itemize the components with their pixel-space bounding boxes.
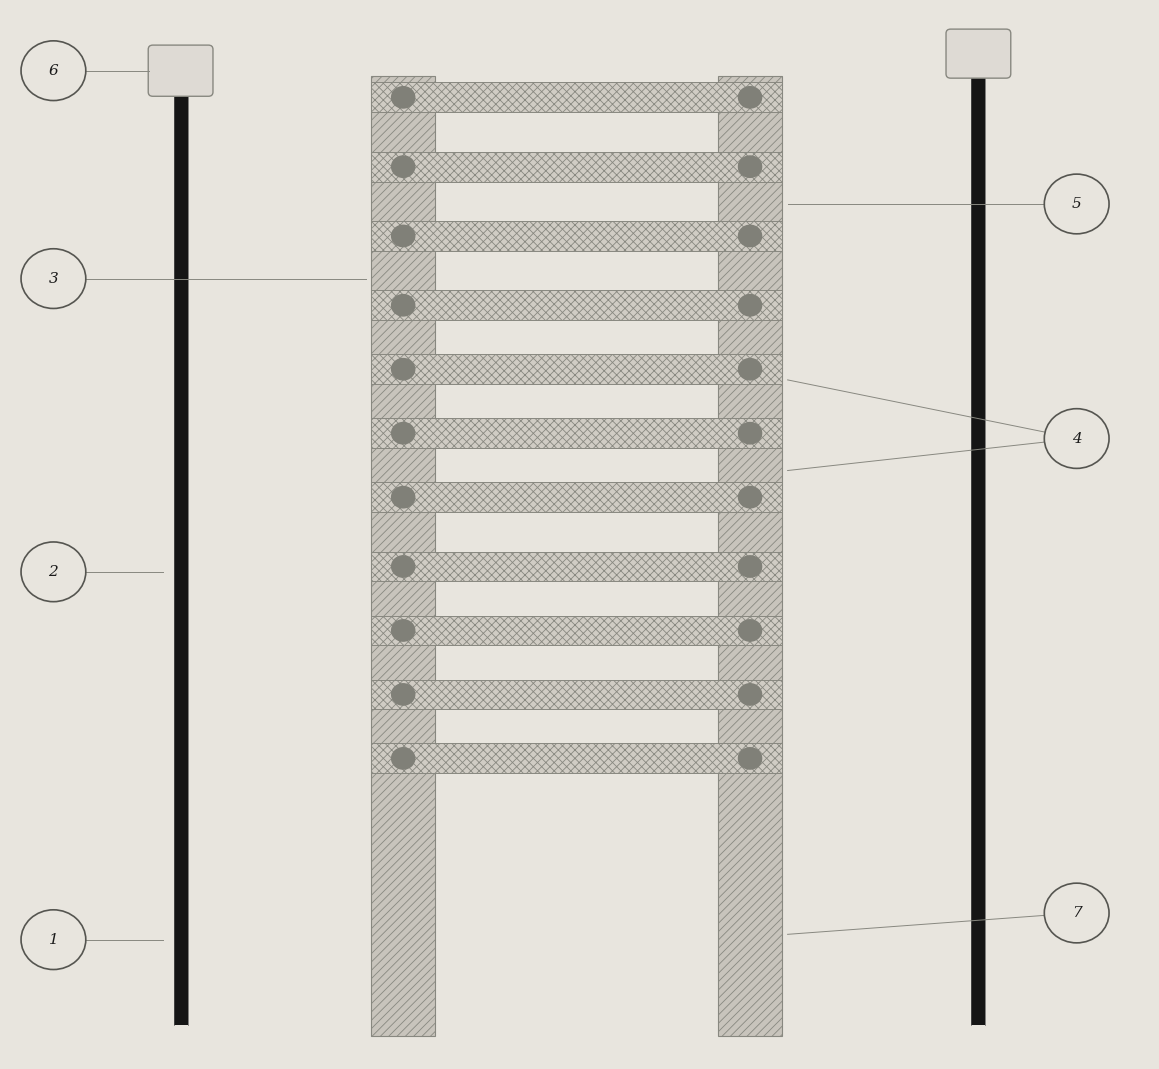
Circle shape bbox=[738, 226, 761, 247]
Circle shape bbox=[21, 41, 86, 100]
Text: 1: 1 bbox=[49, 932, 58, 947]
Bar bbox=[371, 152, 782, 182]
Circle shape bbox=[738, 422, 761, 444]
Text: 7: 7 bbox=[1072, 907, 1081, 920]
Circle shape bbox=[21, 910, 86, 970]
Text: 6: 6 bbox=[49, 64, 58, 78]
Circle shape bbox=[392, 684, 415, 706]
Circle shape bbox=[392, 620, 415, 641]
Circle shape bbox=[392, 358, 415, 379]
Bar bbox=[371, 552, 782, 582]
Bar bbox=[371, 291, 782, 321]
Bar bbox=[174, 92, 188, 1025]
Circle shape bbox=[738, 358, 761, 379]
Circle shape bbox=[392, 422, 415, 444]
Bar bbox=[719, 76, 782, 1036]
Circle shape bbox=[738, 747, 761, 769]
Circle shape bbox=[1044, 408, 1109, 468]
Bar bbox=[971, 74, 985, 1025]
Circle shape bbox=[1044, 883, 1109, 943]
Circle shape bbox=[392, 556, 415, 577]
Bar bbox=[371, 743, 782, 773]
Circle shape bbox=[738, 556, 761, 577]
Circle shape bbox=[738, 486, 761, 508]
Text: 5: 5 bbox=[1072, 197, 1081, 211]
Text: 3: 3 bbox=[49, 272, 58, 285]
Circle shape bbox=[392, 747, 415, 769]
Bar bbox=[371, 76, 435, 1036]
Circle shape bbox=[738, 156, 761, 177]
Bar bbox=[371, 616, 782, 646]
Circle shape bbox=[21, 542, 86, 602]
Circle shape bbox=[738, 684, 761, 706]
Circle shape bbox=[738, 295, 761, 316]
Bar bbox=[371, 482, 782, 512]
FancyBboxPatch shape bbox=[946, 29, 1011, 78]
Bar bbox=[371, 354, 782, 384]
Circle shape bbox=[392, 226, 415, 247]
Circle shape bbox=[392, 295, 415, 316]
Bar bbox=[371, 221, 782, 251]
Bar bbox=[371, 82, 782, 112]
Circle shape bbox=[392, 156, 415, 177]
Circle shape bbox=[392, 87, 415, 108]
Bar bbox=[371, 680, 782, 710]
Circle shape bbox=[1044, 174, 1109, 234]
Circle shape bbox=[738, 87, 761, 108]
Circle shape bbox=[392, 486, 415, 508]
Circle shape bbox=[21, 249, 86, 309]
Text: 4: 4 bbox=[1072, 432, 1081, 446]
FancyBboxPatch shape bbox=[148, 45, 213, 96]
Bar bbox=[371, 418, 782, 448]
Text: 2: 2 bbox=[49, 564, 58, 578]
Circle shape bbox=[738, 620, 761, 641]
